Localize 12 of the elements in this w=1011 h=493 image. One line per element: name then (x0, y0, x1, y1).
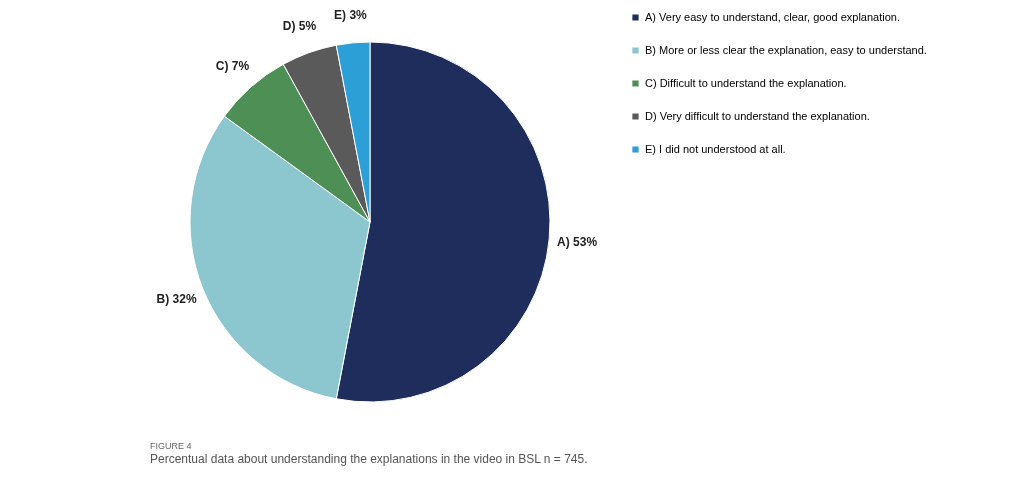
data-label: E) 3% (334, 7, 368, 22)
legend-label: B) More or less clear the explanation, easy to understand. (645, 43, 927, 56)
legend-label: C) Difficult to understand the explanation. (645, 76, 847, 89)
data-label: B) 32% (156, 291, 197, 306)
data-label: A) 53% (557, 234, 598, 249)
data-label: D) 5% (282, 19, 317, 34)
caption: FIGURE 4 (150, 441, 192, 451)
legend-label: A) Very easy to understand, clear, good explanation. (645, 10, 900, 23)
data-label: C) 7% (215, 58, 250, 73)
legend-label: D) Very difficult to understand the explanation. (645, 109, 870, 122)
text: Percentual data about understanding the explanations in the video in BSL n = 745. (150, 452, 588, 466)
legend-label: E) I did not understood at all. (645, 142, 786, 155)
